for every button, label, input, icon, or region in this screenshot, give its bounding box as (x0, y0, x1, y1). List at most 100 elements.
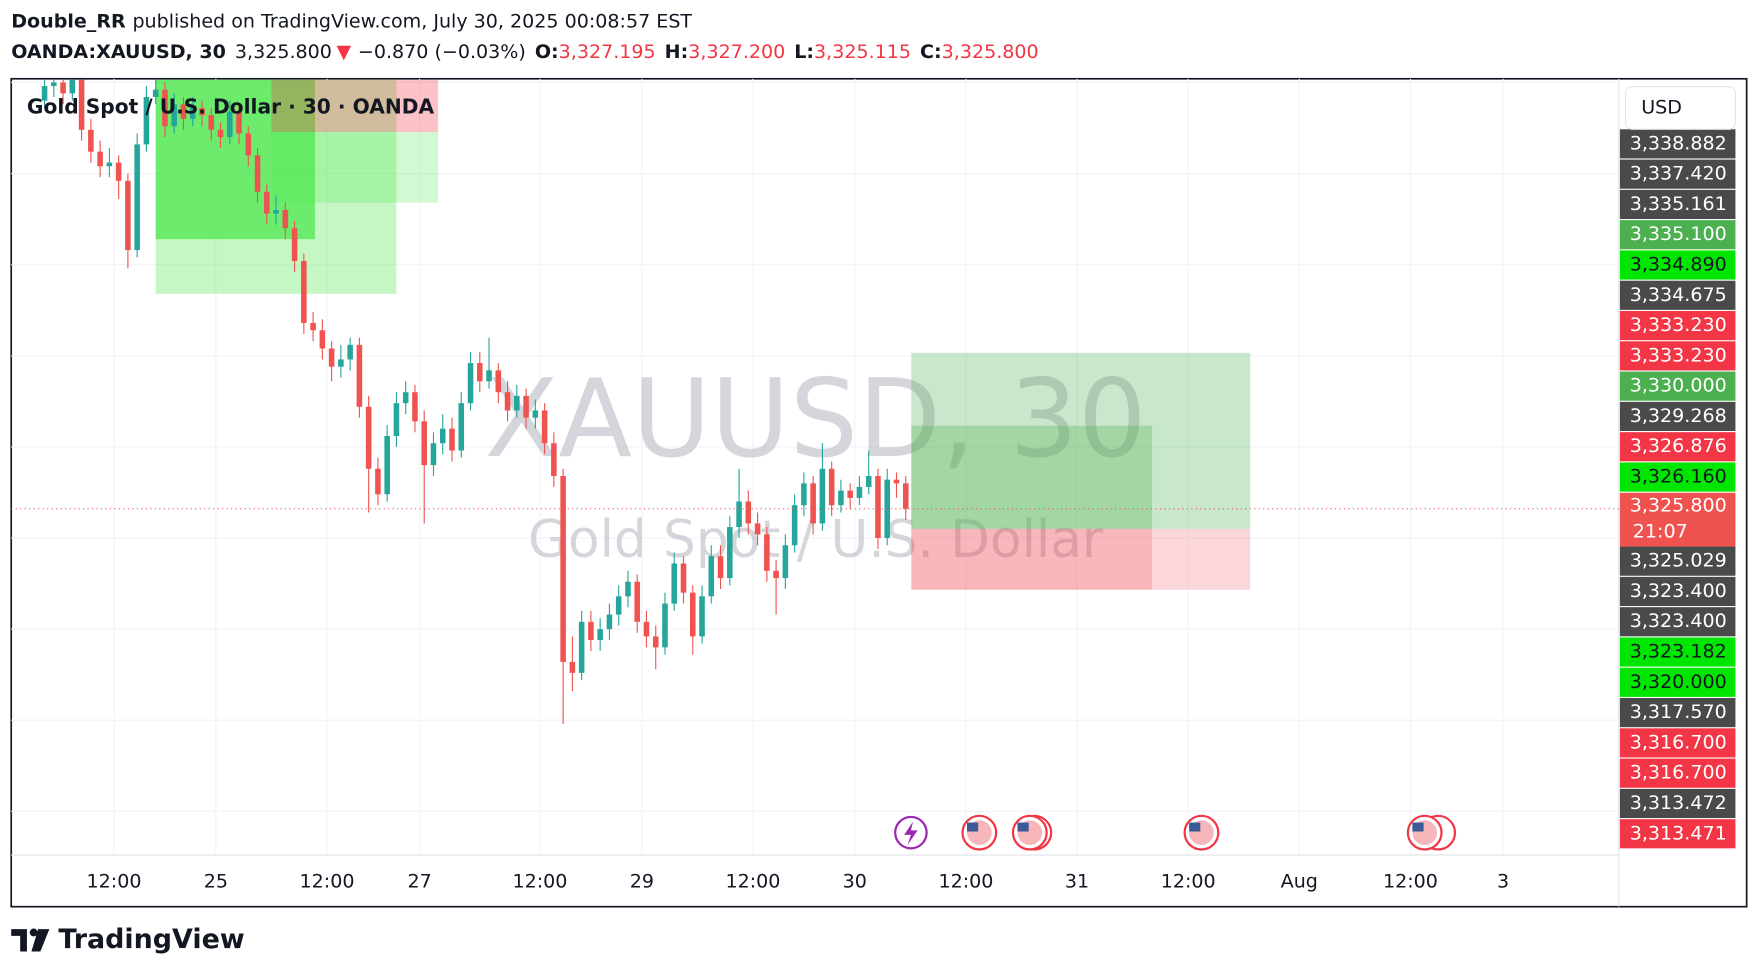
candle-body (338, 359, 344, 367)
price-label: 3,320.000 (1630, 671, 1727, 693)
candle-body (754, 523, 761, 535)
price-label: 3,313.471 (1630, 822, 1727, 844)
currency-button[interactable] (1624, 86, 1737, 130)
price-label: 3,323.182 (1630, 641, 1727, 663)
price-label-bg (1619, 637, 1736, 667)
candle-body (662, 603, 668, 648)
x-tick-label: 31 (1065, 870, 1089, 892)
watermark-title: XAUUSD, 30 (485, 357, 1147, 482)
c: 3,325.800 (942, 40, 1039, 62)
candle-body (69, 79, 76, 94)
candle-body (449, 428, 455, 451)
price-label-bg (1619, 698, 1736, 728)
candle-body (273, 209, 279, 214)
candle-body (412, 392, 418, 422)
candle-body (578, 621, 585, 673)
candle-body (523, 395, 529, 418)
candle-body (828, 468, 835, 506)
x-tick-label: 30 (843, 870, 867, 892)
candle-body (125, 180, 131, 251)
candle-body (671, 563, 678, 604)
brand-logo (11, 928, 50, 952)
price-label-bg (1619, 371, 1736, 401)
price-label: 3,326.160 (1630, 466, 1727, 488)
candle-body (171, 104, 177, 127)
price-label-bg (1619, 546, 1736, 576)
candle-body (245, 133, 252, 156)
x-tick-label: 12:00 (938, 870, 993, 892)
candle-body (467, 363, 474, 404)
candle-body (78, 79, 85, 130)
price-label: 3,333.230 (1630, 344, 1727, 366)
candle-body (236, 111, 242, 134)
candle-body (97, 151, 103, 167)
candle-body (393, 403, 400, 436)
candle-body (152, 89, 159, 98)
watermark-subtitle: Gold Spot / U.S. Dollar (528, 510, 1104, 570)
price-label-bg (1619, 310, 1736, 341)
header-line: Double_RR published on TradingView.com, J… (11, 10, 692, 32)
candle-body (597, 629, 603, 641)
grid (11, 78, 1619, 856)
candle-body (495, 370, 502, 393)
position-zone (911, 528, 1251, 590)
candle-body (819, 468, 826, 524)
candle-body (189, 107, 196, 119)
candle-body (551, 443, 557, 477)
candle-body (504, 392, 511, 411)
x-tick-label: 12:00 (725, 870, 780, 892)
candle-body (643, 621, 650, 637)
candle-body (801, 483, 807, 506)
candle-body (736, 501, 742, 528)
candle-body (310, 322, 316, 331)
event-icons (894, 814, 1457, 851)
position-zone (271, 131, 439, 203)
h-label: H: (665, 40, 689, 62)
candle-body (875, 476, 881, 538)
candle-body (625, 581, 631, 597)
price-label-bg (1619, 728, 1736, 758)
candle-body (902, 483, 909, 509)
candle-body (208, 115, 215, 130)
candles (41, 79, 909, 724)
candle-body (254, 155, 261, 192)
candle-body (634, 581, 640, 622)
candle-body (791, 505, 798, 546)
candle-body (652, 636, 659, 648)
x-tick-label: 12:00 (300, 870, 355, 892)
c-label: C: (920, 40, 942, 62)
x-tick-label: 29 (630, 870, 654, 892)
o: 3,327.195 (559, 40, 656, 62)
currency: USD (1641, 96, 1682, 118)
candle-body (291, 228, 298, 262)
candle-body (745, 501, 752, 524)
candle-body (226, 111, 233, 138)
candle-body (865, 476, 872, 487)
candle-body (514, 395, 520, 411)
candle-body (347, 344, 353, 360)
candle-body (134, 144, 140, 251)
candle-body (458, 403, 465, 451)
candle-body (782, 545, 789, 579)
author: Double_RR (11, 10, 126, 32)
price-label-bg (1619, 159, 1736, 189)
candle-body (764, 534, 770, 571)
event-icon (961, 814, 998, 851)
price-label-bg (1619, 341, 1736, 371)
price-label: 3,334.675 (1630, 284, 1727, 306)
candle-body (541, 410, 548, 444)
event-icon (904, 821, 918, 845)
candle-body (319, 330, 326, 349)
price-label: 3,317.570 (1630, 701, 1727, 723)
candle-body (301, 261, 307, 323)
price-label-bg (1619, 462, 1736, 492)
candle-body (365, 406, 372, 469)
o-label: O: (535, 40, 559, 62)
quote-line: OANDA:XAUUSD, 30 3,325.800 ▼ −0.870 (−0.03%… (11, 40, 1038, 62)
price-label-bg (1619, 250, 1736, 280)
candle-body (486, 370, 492, 382)
candle-body (41, 86, 48, 101)
candle-body (532, 410, 539, 418)
published: published on TradingView.com, July 30, 2… (132, 10, 692, 32)
candle-body (569, 661, 576, 673)
